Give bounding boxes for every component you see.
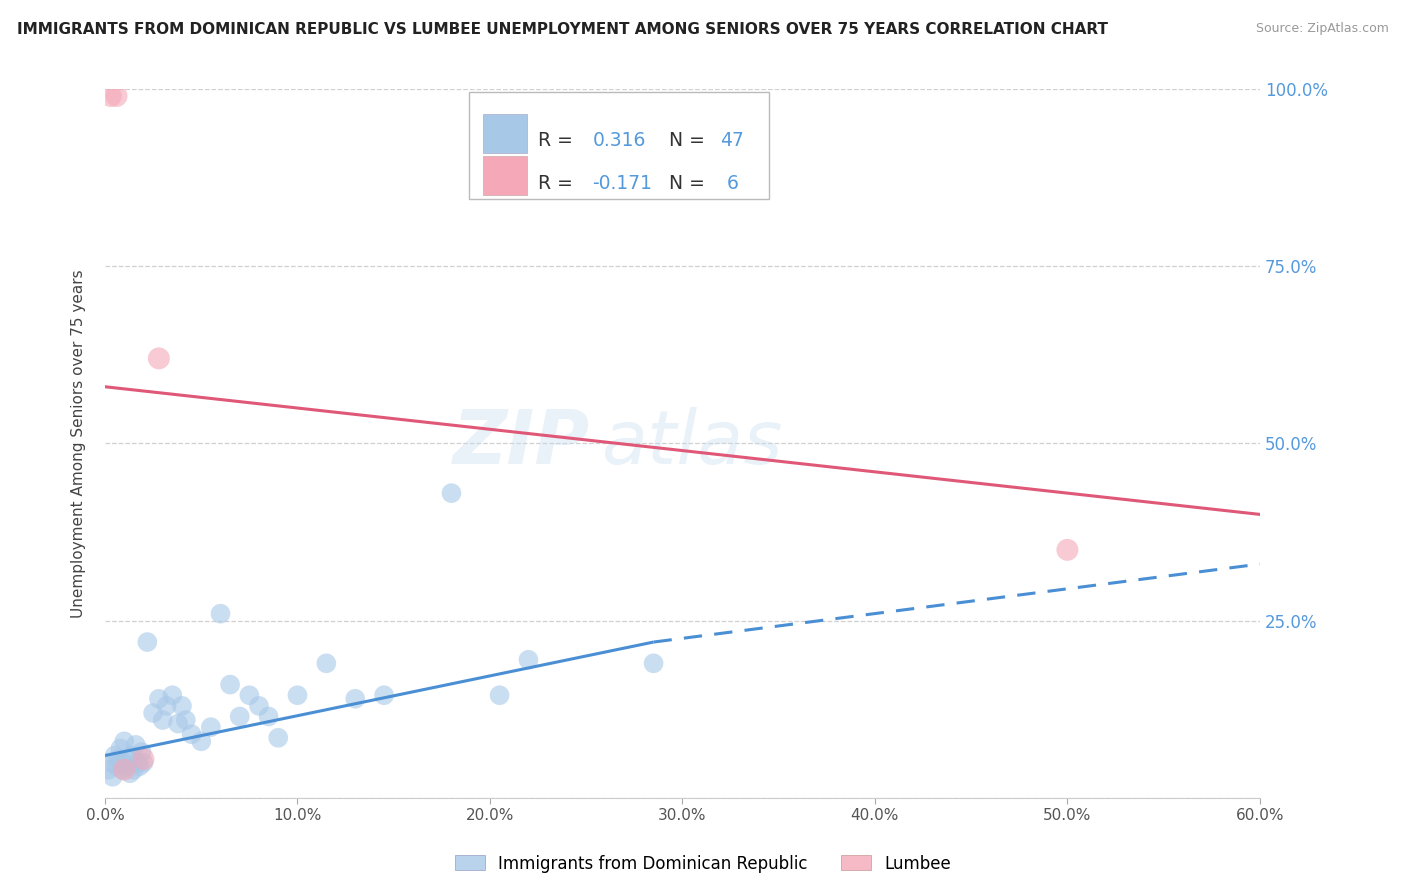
FancyBboxPatch shape bbox=[482, 156, 526, 195]
Point bbox=[100, 89, 122, 103]
Text: 47: 47 bbox=[720, 131, 744, 150]
Point bbox=[100, 756, 122, 770]
Text: atlas: atlas bbox=[602, 408, 783, 480]
Point bbox=[105, 759, 128, 773]
Text: 6: 6 bbox=[720, 174, 738, 193]
Text: N =: N = bbox=[657, 131, 711, 150]
Point bbox=[111, 763, 134, 777]
Point bbox=[267, 731, 290, 745]
Point bbox=[131, 745, 153, 759]
Point bbox=[155, 698, 177, 713]
Point bbox=[174, 713, 197, 727]
Point bbox=[209, 607, 232, 621]
Text: 0.316: 0.316 bbox=[592, 131, 645, 150]
Text: N =: N = bbox=[657, 174, 711, 193]
Point bbox=[170, 698, 193, 713]
Point bbox=[287, 688, 309, 702]
Point bbox=[121, 748, 143, 763]
Point bbox=[110, 741, 132, 756]
Point bbox=[118, 766, 141, 780]
Point bbox=[112, 734, 135, 748]
Text: -0.171: -0.171 bbox=[592, 174, 652, 193]
FancyBboxPatch shape bbox=[482, 113, 526, 153]
Point bbox=[132, 752, 155, 766]
Point bbox=[488, 688, 510, 702]
Text: IMMIGRANTS FROM DOMINICAN REPUBLIC VS LUMBEE UNEMPLOYMENT AMONG SENIORS OVER 75 : IMMIGRANTS FROM DOMINICAN REPUBLIC VS LU… bbox=[17, 22, 1108, 37]
Point bbox=[148, 351, 170, 366]
Point bbox=[142, 706, 165, 720]
Point bbox=[190, 734, 212, 748]
Point bbox=[107, 752, 129, 766]
Point bbox=[125, 738, 148, 752]
Point bbox=[122, 763, 145, 777]
Text: R =: R = bbox=[538, 174, 579, 193]
Point bbox=[315, 657, 337, 671]
Point bbox=[148, 691, 170, 706]
Point bbox=[180, 727, 202, 741]
Point bbox=[257, 709, 280, 723]
Point bbox=[136, 635, 159, 649]
Point bbox=[238, 688, 260, 702]
Point bbox=[373, 688, 395, 702]
Point bbox=[643, 657, 665, 671]
Point bbox=[247, 698, 270, 713]
Point bbox=[229, 709, 252, 723]
Text: ZIP: ZIP bbox=[453, 407, 591, 480]
Point bbox=[112, 763, 135, 777]
Text: Source: ZipAtlas.com: Source: ZipAtlas.com bbox=[1256, 22, 1389, 36]
Point bbox=[97, 763, 120, 777]
Point bbox=[1056, 542, 1078, 557]
Point bbox=[517, 653, 540, 667]
Point bbox=[117, 752, 139, 766]
Point bbox=[200, 720, 222, 734]
Text: R =: R = bbox=[538, 131, 579, 150]
Point bbox=[132, 756, 155, 770]
Legend: Immigrants from Dominican Republic, Lumbee: Immigrants from Dominican Republic, Lumb… bbox=[449, 848, 957, 880]
Point bbox=[104, 748, 127, 763]
Point bbox=[344, 691, 367, 706]
Point bbox=[105, 89, 128, 103]
Point bbox=[112, 756, 135, 770]
Point bbox=[128, 759, 150, 773]
Point bbox=[152, 713, 174, 727]
Point bbox=[219, 677, 242, 691]
Point bbox=[440, 486, 463, 500]
Y-axis label: Unemployment Among Seniors over 75 years: Unemployment Among Seniors over 75 years bbox=[72, 269, 86, 618]
FancyBboxPatch shape bbox=[468, 93, 769, 199]
Point bbox=[101, 770, 124, 784]
Point bbox=[162, 688, 184, 702]
Point bbox=[167, 716, 190, 731]
Point bbox=[127, 756, 149, 770]
Point bbox=[115, 759, 138, 773]
